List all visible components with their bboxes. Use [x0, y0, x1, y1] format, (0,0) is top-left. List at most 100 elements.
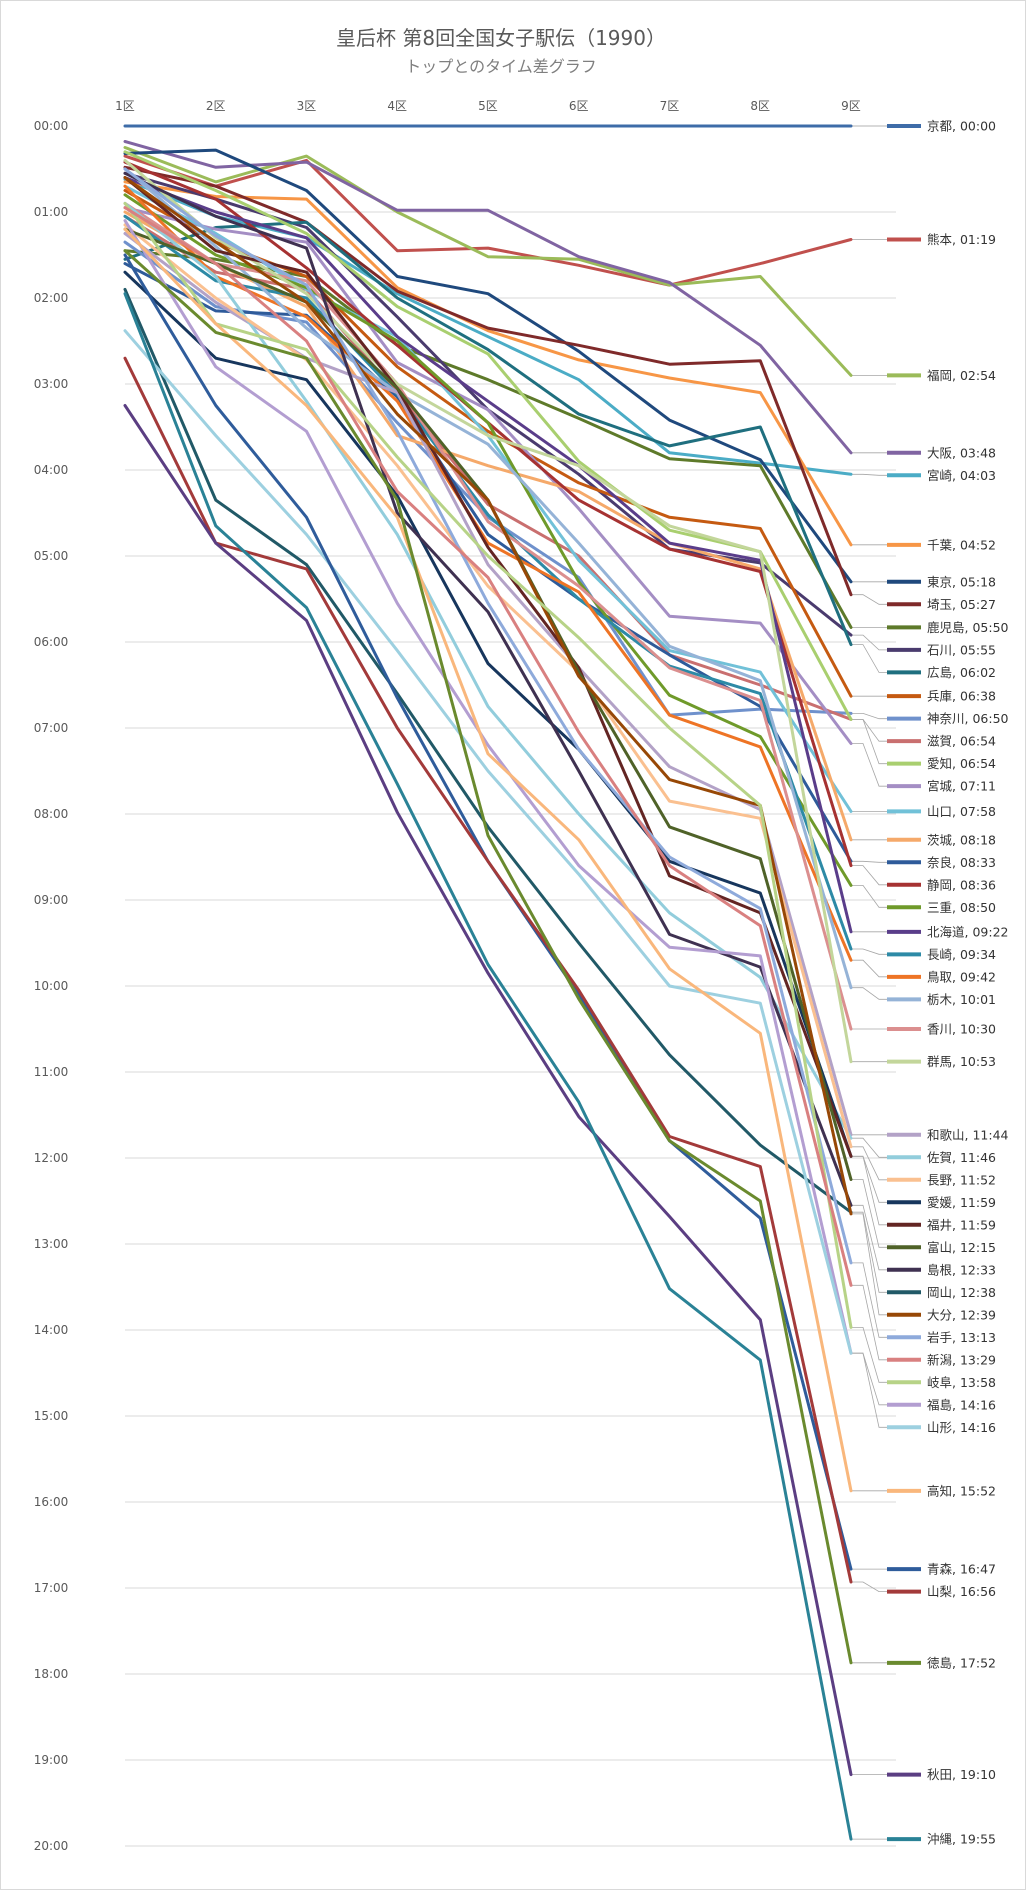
- leader-line: [851, 634, 887, 651]
- series-end-label: 福島, 14:16: [927, 1397, 996, 1412]
- leader-line: [851, 719, 887, 742]
- series-end-label: 岩手, 13:13: [927, 1330, 996, 1345]
- y-axis-ticks: 00:00 01:00 02:00 03:00 04:00 05:00 06:00 07:00…: [34, 119, 69, 1853]
- series-end-label: 長野, 11:52: [927, 1172, 996, 1187]
- series-end-label: 沖縄, 19:55: [927, 1832, 996, 1847]
- y-tick-label: 01:00: [34, 205, 69, 219]
- series-end-label: 千葉, 04:52: [927, 537, 996, 552]
- x-axis-ticks: 1区 2区 3区 4区 5区 6区 7区 8区 9区: [115, 99, 861, 113]
- series-end-label: 愛媛, 11:59: [927, 1195, 996, 1210]
- y-tick-label: 12:00: [34, 1151, 69, 1165]
- series-line: [123, 287, 853, 1214]
- series-end-label: 鳥取, 09:42: [927, 969, 996, 984]
- series-end-label: 高知, 15:52: [927, 1483, 996, 1498]
- series-line: [123, 329, 853, 1355]
- y-tick-label: 08:00: [34, 807, 69, 821]
- x-tick-label: 9区: [841, 99, 861, 113]
- series-end-label: 奈良, 08:33: [927, 855, 996, 870]
- series-end-label: 愛知, 06:54: [927, 756, 996, 771]
- series-line: [123, 171, 853, 1207]
- series-line: [123, 214, 853, 951]
- series-line: [123, 201, 853, 1329]
- leader-line: [851, 987, 887, 1000]
- leader-line: [851, 594, 887, 605]
- series-line: [123, 176, 853, 934]
- series-end-label: 和歌山, 11:44: [927, 1127, 1009, 1142]
- y-tick-label: 05:00: [34, 549, 69, 563]
- series-lines: [123, 124, 853, 1841]
- series-end-label: 兵庫, 06:38: [927, 689, 996, 704]
- series-end-label: 福井, 11:59: [927, 1217, 996, 1232]
- series-end-label: 大分, 12:39: [927, 1307, 996, 1322]
- series-end-label: 群馬, 10:53: [927, 1054, 996, 1069]
- series-end-label: 宮城, 07:11: [927, 779, 996, 794]
- series-end-label: 滋賀, 06:54: [927, 734, 996, 749]
- series-end-label: 徳島, 17:52: [927, 1655, 996, 1670]
- series-line: [123, 206, 853, 1287]
- series-line: [123, 146, 853, 377]
- series-end-label: 三重, 08:50: [927, 900, 996, 915]
- series-line: [123, 249, 853, 629]
- leader-line: [851, 1327, 887, 1383]
- leader-line: [851, 1262, 887, 1338]
- series-end-label: 京都, 00:00: [927, 119, 996, 134]
- leader-line: [851, 1581, 887, 1592]
- leader-line: [851, 1204, 887, 1271]
- y-tick-label: 11:00: [34, 1065, 69, 1079]
- y-tick-label: 06:00: [34, 635, 69, 649]
- x-tick-label: 4区: [387, 99, 407, 113]
- chart-title: 皇后杯 第8回全国女子駅伝（1990）: [336, 26, 666, 50]
- leader-line: [851, 1284, 887, 1361]
- leader-line: [851, 865, 887, 886]
- leader-line: [851, 885, 887, 908]
- y-tick-label: 00:00: [34, 119, 69, 133]
- leader-line: [851, 1146, 887, 1181]
- series-line: [123, 154, 853, 287]
- y-tick-label: 19:00: [34, 1753, 69, 1767]
- y-tick-label: 04:00: [34, 463, 69, 477]
- series-end-label: 大阪, 03:48: [927, 445, 996, 460]
- series-line: [123, 227, 853, 1493]
- x-tick-label: 8区: [750, 99, 770, 113]
- chart-subtitle: トップとのタイム差グラフ: [405, 57, 597, 76]
- x-tick-label: 6区: [569, 99, 589, 113]
- leader-line: [851, 860, 887, 863]
- series-line: [123, 249, 853, 1665]
- x-tick-label: 2区: [206, 99, 226, 113]
- series-line: [123, 223, 853, 1149]
- series-end-label: 岐阜, 13:58: [927, 1375, 996, 1390]
- leader-lines: [851, 125, 887, 1840]
- series-line: [123, 270, 853, 1158]
- series-end-label: 栃木, 10:01: [927, 992, 996, 1007]
- x-tick-label: 3区: [297, 99, 317, 113]
- series-line: [123, 148, 853, 584]
- series-end-label: 新潟, 13:29: [927, 1352, 996, 1367]
- y-tick-label: 18:00: [34, 1667, 69, 1681]
- leader-line: [851, 1179, 887, 1248]
- y-tick-label: 20:00: [34, 1839, 69, 1853]
- y-tick-label: 03:00: [34, 377, 69, 391]
- leader-line: [851, 1352, 887, 1428]
- series-line: [123, 176, 853, 1216]
- series-end-label: 東京, 05:18: [927, 574, 996, 589]
- leader-line: [851, 713, 887, 720]
- series-line: [123, 206, 853, 745]
- series-end-label: 神奈川, 06:50: [927, 711, 1009, 726]
- y-tick-label: 02:00: [34, 291, 69, 305]
- series-end-label: 熊本, 01:19: [927, 232, 996, 247]
- x-tick-label: 7区: [660, 99, 680, 113]
- leader-line: [851, 473, 887, 476]
- series-end-label: 島根, 12:33: [927, 1262, 996, 1277]
- y-tick-label: 17:00: [34, 1581, 69, 1595]
- series-end-label: 石川, 05:55: [927, 642, 996, 657]
- y-tick-label: 14:00: [34, 1323, 69, 1337]
- end-labels: 京都, 00:00 熊本, 01:19 福岡, 02:54 大阪, 03:48 宮崎, …: [887, 119, 1009, 1847]
- series-end-label: 香川, 10:30: [927, 1022, 996, 1037]
- series-end-label: 埼玉, 05:27: [927, 597, 996, 612]
- leader-line: [851, 948, 887, 955]
- series-end-label: 宮崎, 04:03: [927, 468, 996, 483]
- leader-line: [851, 1155, 887, 1226]
- y-tick-label: 07:00: [34, 721, 69, 735]
